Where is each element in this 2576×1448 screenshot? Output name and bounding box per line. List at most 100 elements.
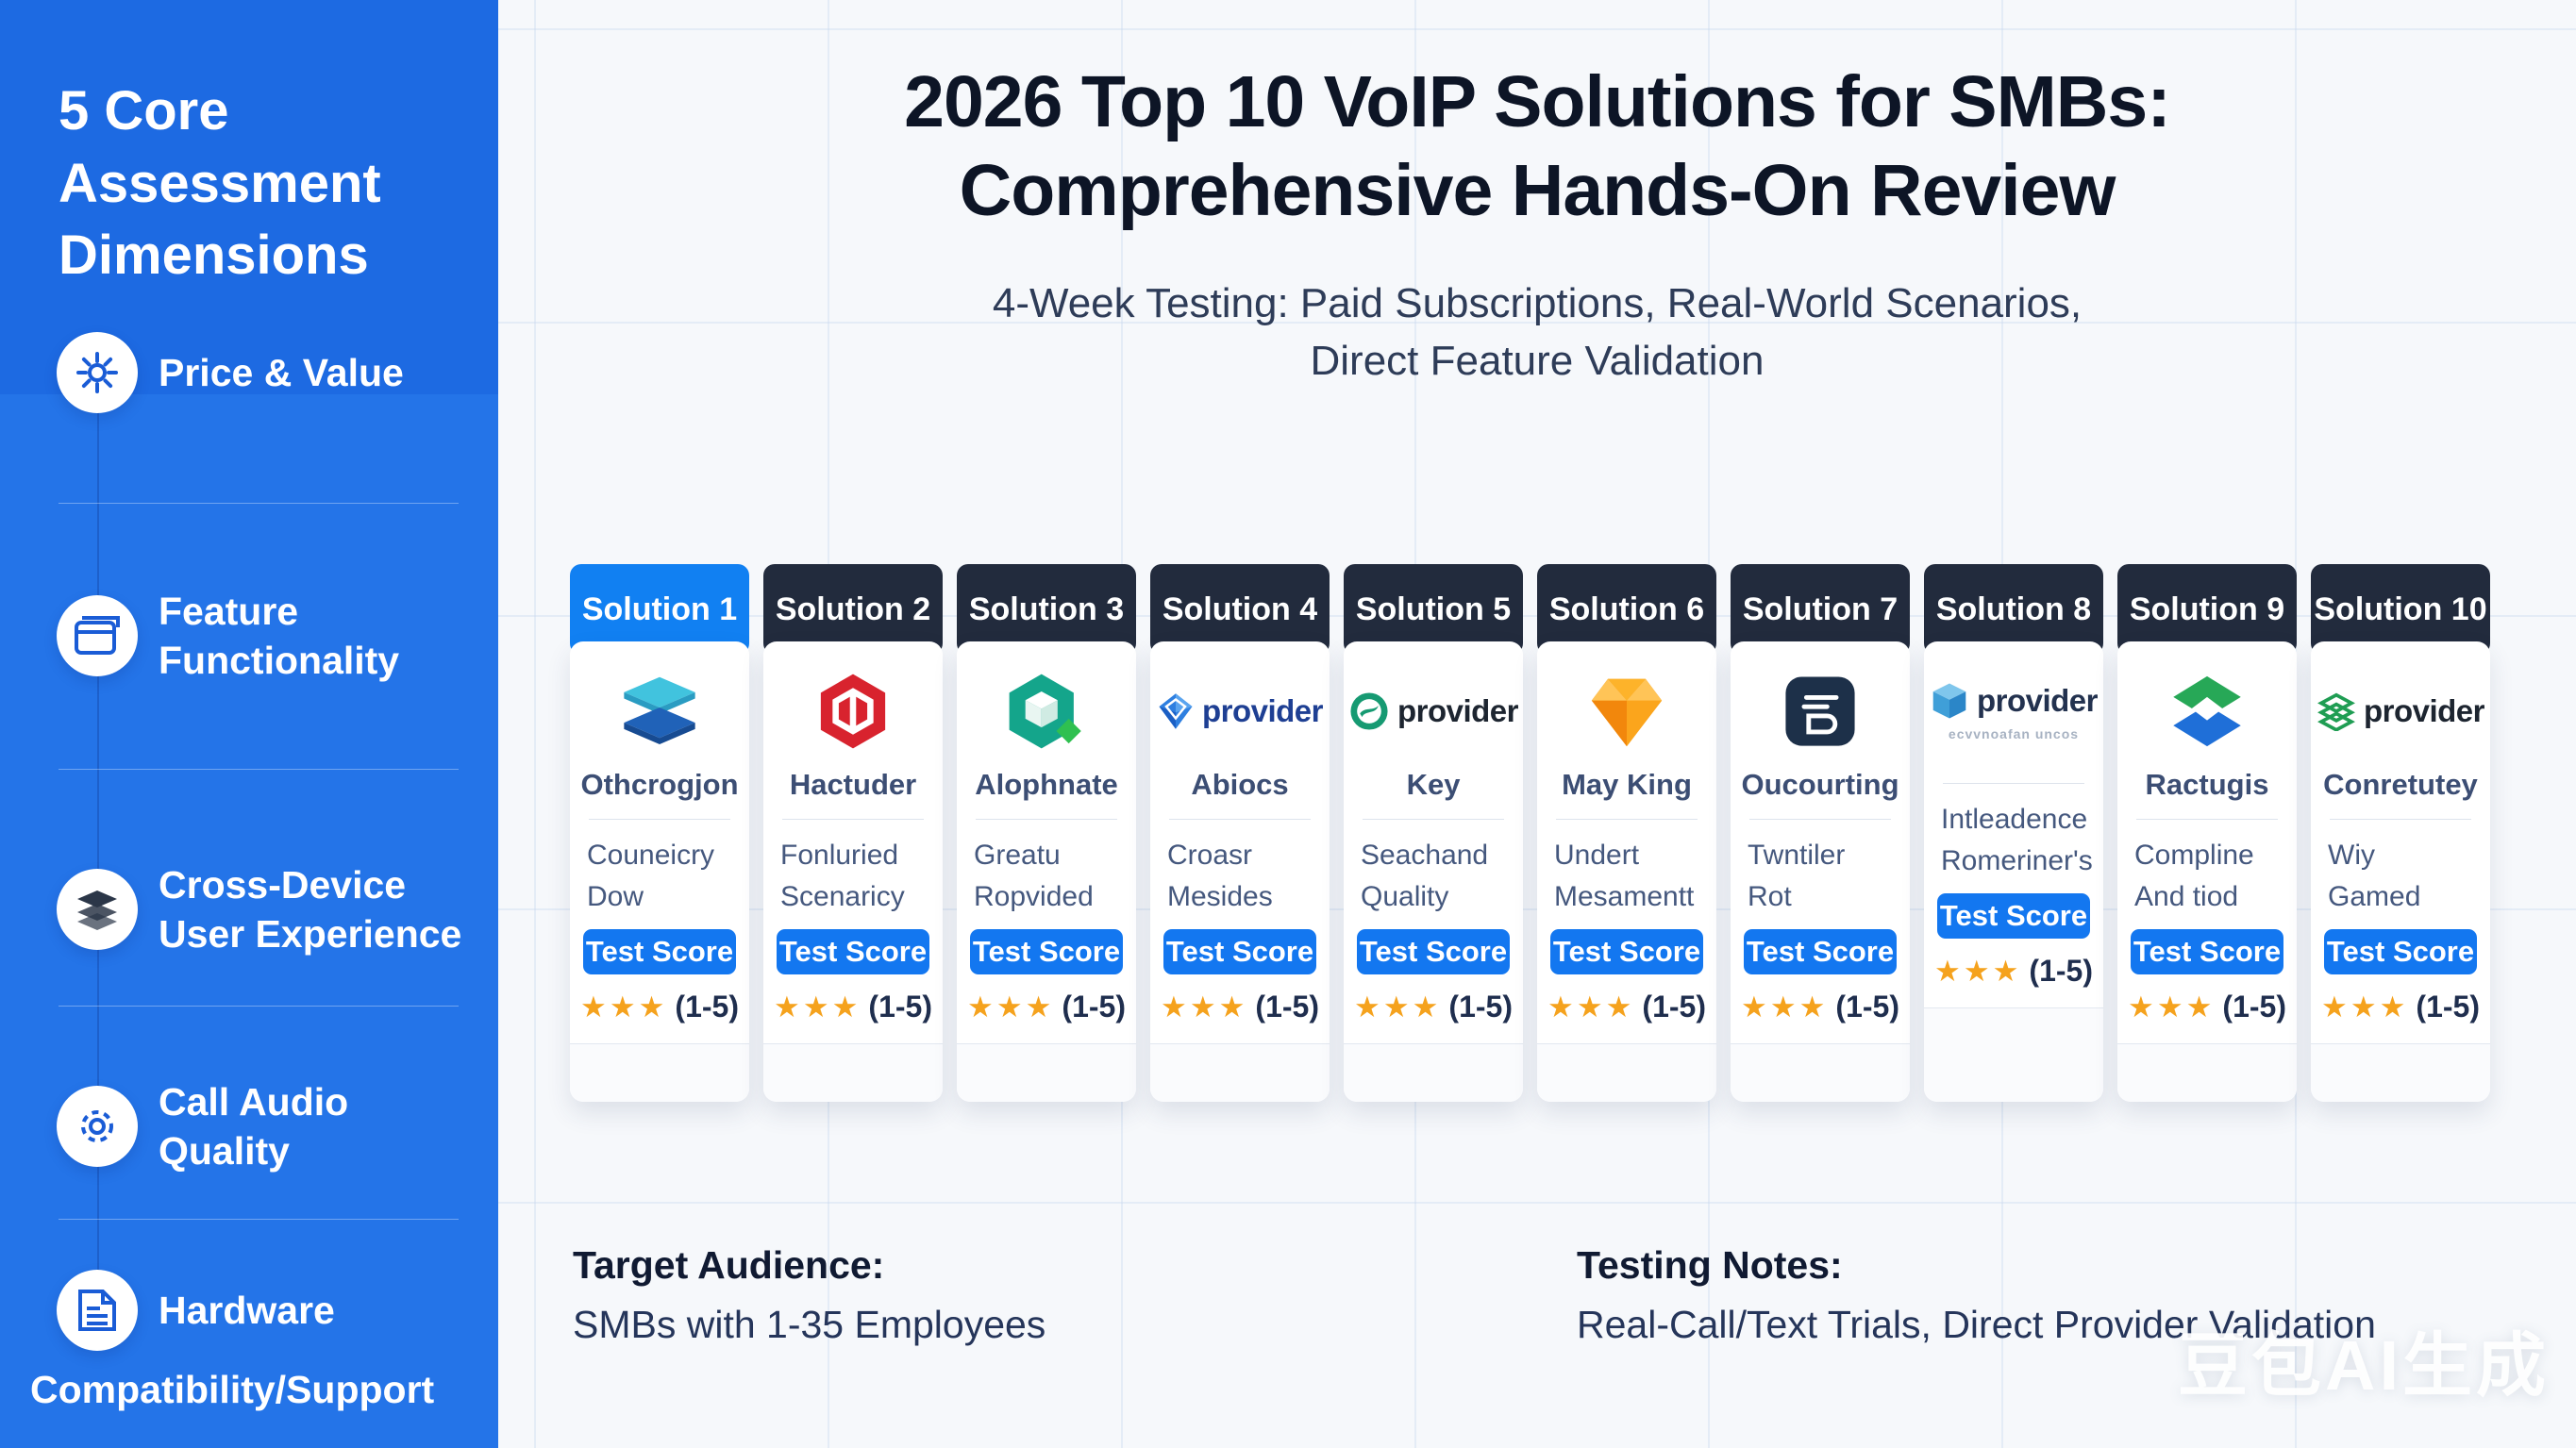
solution-card: Solution 10 provider Conretutey Wiy Game… xyxy=(2311,564,2490,1102)
test-score-button[interactable]: Test Score xyxy=(1744,929,1897,974)
solution-card-body: provider ecvvnoafan uncos Intleadence Ro… xyxy=(1924,641,2103,1102)
star-rating: ★★★ (1-5) xyxy=(1161,990,1319,1024)
page-title-line1: 2026 Top 10 VoIP Solutions for SMBs: xyxy=(904,61,2171,142)
provider-description-line1: Undert xyxy=(1554,840,1640,871)
star-rating: ★★★ (1-5) xyxy=(2321,990,2480,1024)
divider xyxy=(59,1219,459,1220)
provider-description-line2: Gamed xyxy=(2328,880,2421,912)
divider xyxy=(1924,1007,2103,1008)
provider-description: Intleadence Romeriner's xyxy=(1924,799,2103,886)
test-score-button[interactable]: Test Score xyxy=(1163,929,1316,974)
test-score-button[interactable]: Test Score xyxy=(970,929,1123,974)
sidebar-item-label: Call Audio Quality xyxy=(159,1080,349,1173)
solution-card: Solution 4 provider Abiocs Croasr Meside… xyxy=(1150,564,1330,1102)
test-score-button[interactable]: Test Score xyxy=(1550,929,1703,974)
star-rating: ★★★ (1-5) xyxy=(1547,990,1706,1024)
card-footer xyxy=(1537,1044,1716,1102)
navy-app-logo xyxy=(1783,657,1857,766)
solution-card-header: Solution 8 xyxy=(1924,564,2103,655)
test-score-button[interactable]: Test Score xyxy=(1937,893,2090,939)
document-icon xyxy=(57,1270,138,1351)
divider xyxy=(1731,1043,1910,1044)
divider xyxy=(1363,819,1504,820)
rating-scale: (1-5) xyxy=(675,990,739,1024)
solution-card-body: provider Key Seachand Quality Test Score… xyxy=(1344,641,1523,1102)
solution-card-header: Solution 7 xyxy=(1731,564,1910,655)
star-icons: ★★★ xyxy=(1354,990,1442,1024)
card-footer xyxy=(957,1044,1136,1102)
provider-description-line2: Ropvided xyxy=(974,880,1094,912)
provider-description-line2: Rot xyxy=(1748,880,1792,912)
provider-description: Greatu Ropvided xyxy=(957,835,1136,922)
layers-icon xyxy=(57,869,138,951)
test-score-button[interactable]: Test Score xyxy=(1357,929,1510,974)
divider xyxy=(570,1043,749,1044)
divider xyxy=(763,1043,943,1044)
rating-scale: (1-5) xyxy=(2416,990,2480,1024)
provider-name: May King xyxy=(1562,768,1692,801)
solution-card-body: Oucourting Twntiler Rot Test Score ★★★ (… xyxy=(1731,641,1910,1102)
solution-card: Solution 1 Othcrogjon Couneicry Dow Test… xyxy=(570,564,749,1102)
provider-description-line2: Mesides xyxy=(1167,880,1273,912)
divider xyxy=(782,819,924,820)
solution-card-header: Solution 1 xyxy=(570,564,749,655)
sidebar-item-cross-device: Cross-Device User Experience xyxy=(57,860,479,959)
test-score-button[interactable]: Test Score xyxy=(2324,929,2477,974)
divider xyxy=(2117,1043,2297,1044)
rating-scale: (1-5) xyxy=(1448,990,1513,1024)
star-rating: ★★★ (1-5) xyxy=(1934,954,2093,989)
provider-description-line1: Seachand xyxy=(1361,840,1489,871)
provider-description-line2: Scenaricy xyxy=(780,880,905,912)
page-title: 2026 Top 10 VoIP Solutions for SMBs: Com… xyxy=(498,58,2576,236)
provider-description-line2: Mesamentt xyxy=(1554,880,1695,912)
stacked-layers-logo xyxy=(618,657,701,766)
provider-wordmark: provider xyxy=(2363,693,2485,728)
assessment-sidebar: 5 Core Assessment Dimensions Price & Val… xyxy=(0,0,498,1448)
card-footer xyxy=(2311,1044,2490,1102)
solution-card-header: Solution 10 xyxy=(2311,564,2490,655)
testing-notes-label: Testing Notes: xyxy=(1577,1243,1843,1287)
solution-card-body: provider Conretutey Wiy Gamed Test Score… xyxy=(2311,641,2490,1102)
divider xyxy=(1344,1043,1523,1044)
provider-name: Alophnate xyxy=(975,768,1118,801)
solution-card: Solution 2 Hactuder Fonluried Scenaricy … xyxy=(763,564,943,1102)
solution-card-header: Solution 9 xyxy=(2117,564,2297,655)
provider-name: Ractugis xyxy=(2145,768,2269,801)
provider-description: Fonluried Scenaricy xyxy=(763,835,943,922)
divider xyxy=(1150,1043,1330,1044)
solution-card-body: Ractugis Compline And tiod Test Score ★★… xyxy=(2117,641,2297,1102)
card-footer xyxy=(570,1044,749,1102)
provider-description-line2: And tiod xyxy=(2134,880,2239,912)
orange-gem-logo xyxy=(1583,657,1670,766)
star-icons: ★★★ xyxy=(1161,990,1248,1024)
provider-name: Abiocs xyxy=(1191,768,1289,801)
page-title-line2: Comprehensive Hands-On Review xyxy=(959,149,2116,231)
rating-scale: (1-5) xyxy=(2222,990,2286,1024)
provider-name: Hactuder xyxy=(789,768,917,801)
sidebar-item-label: Feature Functionality xyxy=(159,590,400,683)
provider-description-line1: Twntiler xyxy=(1748,840,1846,871)
star-rating: ★★★ (1-5) xyxy=(1741,990,1899,1024)
testing-notes-block: Testing Notes: Real-Call/Text Trials, Di… xyxy=(1577,1243,2376,1347)
sidebar-title: 5 Core Assessment Dimensions xyxy=(59,80,381,287)
rating-scale: (1-5) xyxy=(1642,990,1706,1024)
provider-description: Wiy Gamed xyxy=(2311,835,2490,922)
green-blue-diamonds-logo xyxy=(2166,657,2249,766)
test-score-button[interactable]: Test Score xyxy=(583,929,736,974)
window-icon xyxy=(57,595,138,677)
divider xyxy=(1749,819,1891,820)
provider-green-stack-logo: provider xyxy=(2317,657,2485,766)
ai-watermark: 豆包AI生成 xyxy=(2178,1326,2550,1405)
test-score-button[interactable]: Test Score xyxy=(777,929,929,974)
provider-description-line1: Couneicry xyxy=(587,840,715,871)
test-score-button[interactable]: Test Score xyxy=(2131,929,2283,974)
provider-description-line2: Quality xyxy=(1361,880,1449,912)
solution-card-body: Othcrogjon Couneicry Dow Test Score ★★★ … xyxy=(570,641,749,1102)
provider-description: Seachand Quality xyxy=(1344,835,1523,922)
solution-card: Solution 9 Ractugis Compline And tiod Te… xyxy=(2117,564,2297,1102)
divider xyxy=(1556,819,1698,820)
solution-card: Solution 5 provider Key Seachand Quality… xyxy=(1344,564,1523,1102)
card-footer xyxy=(2117,1044,2297,1102)
target-audience-value: SMBs with 1-35 Employees xyxy=(573,1303,1046,1346)
divider xyxy=(59,1006,459,1007)
